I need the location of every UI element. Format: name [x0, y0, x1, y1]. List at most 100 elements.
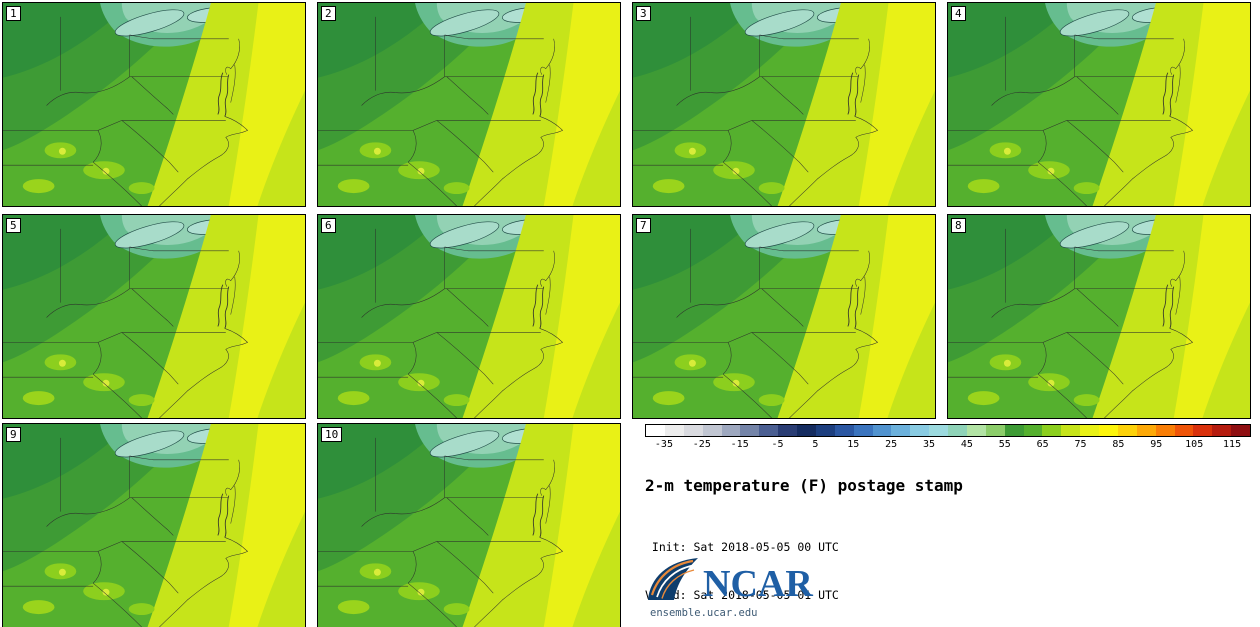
ohio-river	[361, 76, 445, 106]
colorbar-segment	[1117, 425, 1137, 436]
map-panel: 2	[317, 2, 621, 207]
southeast-coastline	[789, 116, 879, 206]
chesapeake-bay-west	[532, 284, 539, 327]
new-jersey-coastline	[225, 250, 240, 287]
map-panel: 4	[947, 2, 1251, 207]
ohio-river	[991, 288, 1075, 318]
colorbar-tick-label: 55	[998, 439, 1011, 450]
new-jersey-coastline	[540, 38, 555, 75]
delmarva-coast	[1175, 64, 1181, 103]
inland-warm-spots	[652, 142, 785, 195]
new-jersey-coastline	[855, 38, 870, 75]
map-panel: 8	[947, 214, 1251, 419]
ohio-river	[361, 288, 445, 318]
colorbar-tick-label: 25	[885, 439, 898, 450]
inland-warm-spots	[22, 142, 155, 195]
inland-warm-spots	[967, 142, 1100, 195]
colorbar-tick-label: 15	[847, 439, 860, 450]
chesapeake-bay-west	[847, 72, 854, 115]
new-jersey-coastline	[1170, 250, 1185, 287]
colorbar-segment	[1099, 425, 1118, 436]
colorbar-segment	[721, 425, 741, 436]
colorbar-segment	[815, 425, 835, 436]
lake-erie	[429, 221, 500, 249]
coolest-region-corner	[3, 215, 130, 290]
map-panel: 9	[2, 423, 306, 627]
map-panel: 3	[632, 2, 936, 207]
delmarva-coast	[230, 276, 236, 315]
lake-erie	[114, 221, 185, 249]
inland-warm-spots	[337, 142, 470, 195]
colorbar-segment	[985, 425, 1005, 436]
colorbar-segment	[1155, 425, 1175, 436]
colorbar-segment	[910, 425, 930, 436]
ohio-river	[46, 76, 130, 106]
coolest-region-corner	[633, 3, 760, 78]
coolest-region-corner	[3, 3, 130, 78]
chesapeake-bay-west	[217, 72, 224, 115]
warmest-offshore-band	[1173, 3, 1250, 206]
colorbar-segment	[646, 425, 665, 436]
time-info: Init: Sat 2018-05-05 00 UTC Valid: Sat 2…	[645, 507, 1251, 627]
colorbar-segment	[683, 425, 703, 436]
chesapeake-bay-west	[1162, 284, 1169, 327]
colorbar-tick-label: 115	[1223, 439, 1242, 450]
panel-number-label: 2	[321, 6, 336, 21]
delmarva-coast	[860, 276, 866, 315]
chesapeake-bay-east	[539, 74, 545, 117]
coolest-region-corner	[318, 3, 445, 78]
southeast-coastline	[474, 537, 564, 627]
colorbar-tick-row: -35 -25 -15 -5 5 15 25 35 45 55 65 75 85 95 105 115	[645, 439, 1251, 452]
chesapeake-bay-west	[532, 72, 539, 115]
lake-erie	[744, 221, 815, 249]
colorbar-tick-label: -5	[771, 439, 784, 450]
lake-erie	[114, 9, 185, 37]
chesapeake-bay-east	[854, 74, 860, 117]
colorbar-segment	[1080, 425, 1099, 436]
colorbar-tick-label: 65	[1036, 439, 1049, 450]
state-borders	[318, 437, 564, 627]
delmarva-coast	[545, 485, 551, 524]
map-panel: 6	[317, 214, 621, 419]
southeast-coastline	[474, 328, 564, 418]
colorbar-segment	[1174, 425, 1194, 436]
panel-number-label: 7	[636, 218, 651, 233]
chesapeake-bay-east	[1169, 286, 1175, 329]
temperature-map-image	[3, 3, 305, 206]
panel-number-label: 9	[6, 427, 21, 442]
temperature-map-image	[633, 215, 935, 418]
colorbar-segment	[853, 425, 873, 436]
init-time-line: Init: Sat 2018-05-05 00 UTC	[645, 540, 839, 554]
state-borders	[318, 228, 564, 418]
southeast-coastline	[159, 116, 249, 206]
inland-warm-spots	[22, 354, 155, 407]
chesapeake-bay-east	[224, 74, 230, 117]
southeast-coastline	[1104, 328, 1194, 418]
ncar-logo: NCAR	[648, 558, 813, 604]
plot-title: 2-m temperature (F) postage stamp	[645, 476, 963, 495]
temperature-map-image	[3, 424, 305, 627]
colorbar-segment	[759, 425, 779, 436]
colorbar-tick-label: -35	[654, 439, 673, 450]
temperature-colorbar	[645, 424, 1251, 437]
warmest-offshore-band	[858, 3, 935, 206]
temperature-map-image	[633, 3, 935, 206]
colorbar-segment	[834, 425, 854, 436]
temperature-map-image	[318, 215, 620, 418]
chesapeake-bay-west	[217, 493, 224, 536]
new-jersey-coastline	[1170, 38, 1185, 75]
colorbar-segment	[778, 425, 797, 436]
panel-number-label: 1	[6, 6, 21, 21]
chesapeake-bay-west	[217, 284, 224, 327]
legend-block: -35 -25 -15 -5 5 15 25 35 45 55 65 75 85 95 105 115 2-m…	[645, 424, 1251, 627]
chesapeake-bay-east	[539, 286, 545, 329]
warmest-offshore-band	[858, 215, 935, 418]
new-jersey-coastline	[225, 38, 240, 75]
new-jersey-coastline	[540, 459, 555, 496]
colorbar-segment	[740, 425, 760, 436]
delmarva-coast	[860, 64, 866, 103]
colorbar-segment	[1231, 425, 1250, 436]
temperature-map-image	[948, 215, 1250, 418]
chesapeake-bay-west	[532, 493, 539, 536]
warmest-offshore-band	[228, 215, 305, 418]
